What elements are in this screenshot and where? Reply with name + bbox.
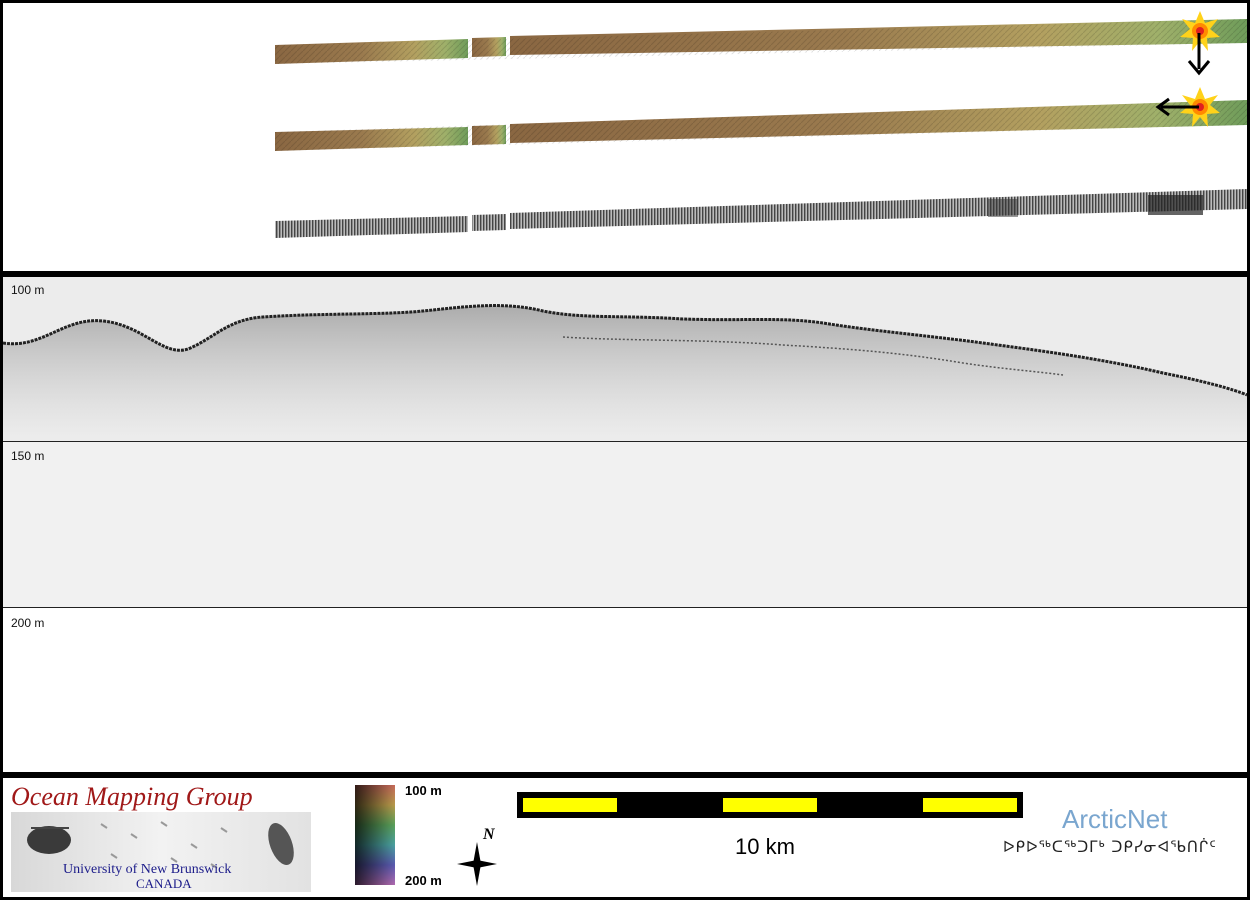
subbottom-profile-panel: 100 m 150 m 200 m <box>3 277 1247 772</box>
omg-country: CANADA <box>136 876 192 891</box>
arrow-left-icon <box>1155 97 1199 117</box>
depth-colorbar <box>355 785 395 885</box>
north-label: N <box>482 826 496 843</box>
arrow-down-icon <box>1187 33 1211 76</box>
scale-label: 10 km <box>735 834 795 859</box>
profile-band-lower <box>3 607 1247 772</box>
bathymetry-strip-1 <box>275 19 1247 64</box>
depth-gridline <box>3 607 1247 608</box>
backscatter-strip <box>275 189 1247 238</box>
scale-bar <box>517 792 1023 818</box>
seabed-reflector <box>3 304 1247 437</box>
depth-label-150: 150 m <box>11 449 45 463</box>
sunburst-marker-icon <box>1180 11 1220 51</box>
omg-logo-image <box>11 812 311 892</box>
colorbar-bottom-label: 200 m <box>405 873 442 888</box>
arcticnet-logo-text: ArcticNet <box>1062 804 1168 834</box>
arcticnet-inuktitut-text: ᐅᑭᐅᖅᑕᖅᑐᒥᒃ ᑐᑭᓯᓂᐊᖃᑎᒌᑦ <box>1003 838 1217 856</box>
colorbar-top-label: 100 m <box>405 783 442 798</box>
swath-map-panel <box>3 3 1247 271</box>
omg-title: Ocean Mapping Group <box>11 782 253 811</box>
north-arrow-icon: N <box>457 826 497 886</box>
depth-gridline <box>3 441 1247 442</box>
sunburst-marker-icon <box>1180 87 1220 127</box>
bathymetry-strip-2 <box>275 100 1247 151</box>
legend-footer: Ocean Mapping Group University of New Br… <box>3 778 1247 897</box>
swath-strips <box>275 11 1247 238</box>
omg-university: University of New Brunswick <box>63 862 232 877</box>
profile-band-middle <box>3 442 1247 607</box>
depth-label-200: 200 m <box>11 616 45 630</box>
depth-label-100: 100 m <box>11 283 45 297</box>
